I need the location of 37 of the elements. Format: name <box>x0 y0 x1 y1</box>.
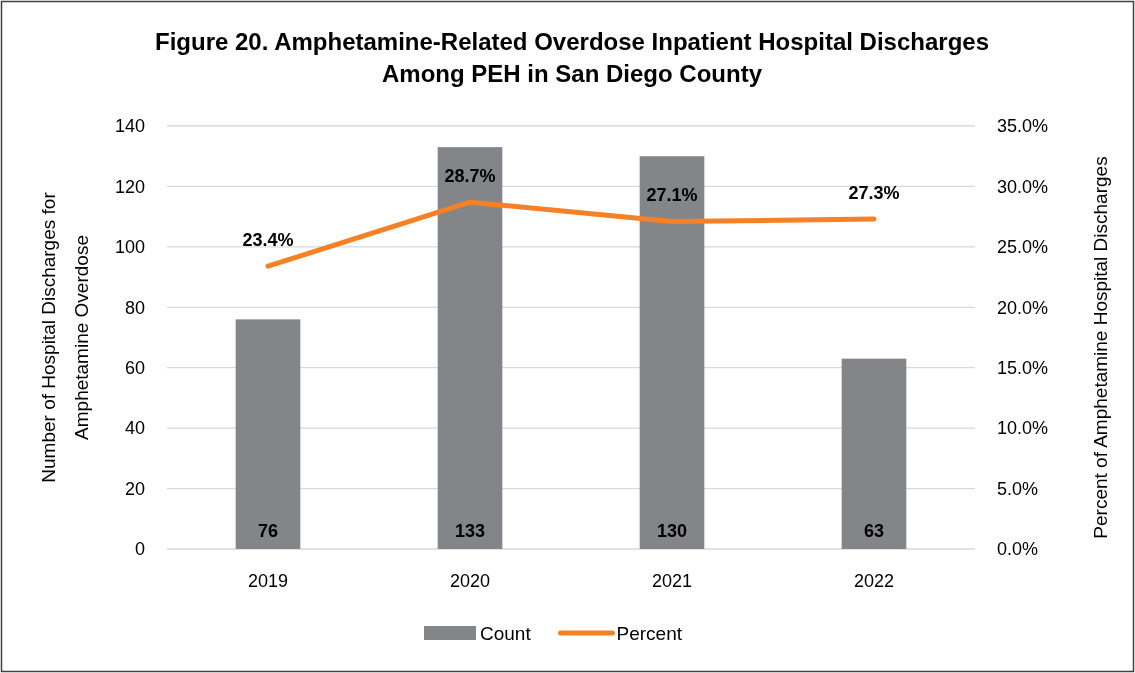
x-tick-label: 2019 <box>247 571 289 592</box>
bar <box>235 319 301 549</box>
bar <box>841 358 907 549</box>
data-label: 133 <box>454 521 486 541</box>
y-tick-label: 40 <box>124 418 145 439</box>
y-tick-label: 60 <box>124 358 145 379</box>
legend-label: Percent <box>616 622 683 644</box>
data-label: 76 <box>257 521 279 541</box>
y2-tick-label: 0.0% <box>997 539 1039 560</box>
data-label: 28.7% <box>444 166 496 187</box>
x-tick-label: 2021 <box>651 571 693 592</box>
data-label: 130 <box>656 521 688 541</box>
x-tick-label: 2022 <box>853 571 895 592</box>
bar <box>639 156 705 549</box>
data-label: 27.1% <box>646 185 698 206</box>
x-tick-label: 2020 <box>449 571 491 592</box>
y2-tick-label: 10.0% <box>997 418 1049 439</box>
y-tick-label: 0 <box>134 539 145 560</box>
data-label: 27.3% <box>848 183 900 204</box>
y2-tick-label: 25.0% <box>997 237 1049 258</box>
y2-tick-label: 5.0% <box>997 478 1039 499</box>
y2-tick-label: 30.0% <box>997 176 1049 197</box>
chart-title: Figure 20. Amphetamine-Related Overdose Inpatient Hospital Discharges Among PEH in San Diego County <box>155 28 989 87</box>
data-label: 63 <box>863 521 885 541</box>
y2-tick-label: 20.0% <box>997 297 1049 318</box>
data-label: 23.4% <box>242 230 294 251</box>
y-axis-title: Number of Hospital Discharges for Amphetamine Overdose <box>37 191 92 483</box>
y-tick-label: 100 <box>114 237 145 258</box>
bar <box>437 147 503 549</box>
y-tick-label: 140 <box>114 116 145 137</box>
y-tick-label: 120 <box>114 176 145 197</box>
legend-label: Count <box>480 622 532 644</box>
y-tick-label: 20 <box>124 478 145 499</box>
y-tick-label: 80 <box>124 297 145 318</box>
y2-axis-title: Percent of Amphetamine Hospital Discharges <box>1089 156 1111 539</box>
y2-tick-label: 15.0% <box>997 358 1049 379</box>
y2-tick-label: 35.0% <box>997 116 1049 137</box>
